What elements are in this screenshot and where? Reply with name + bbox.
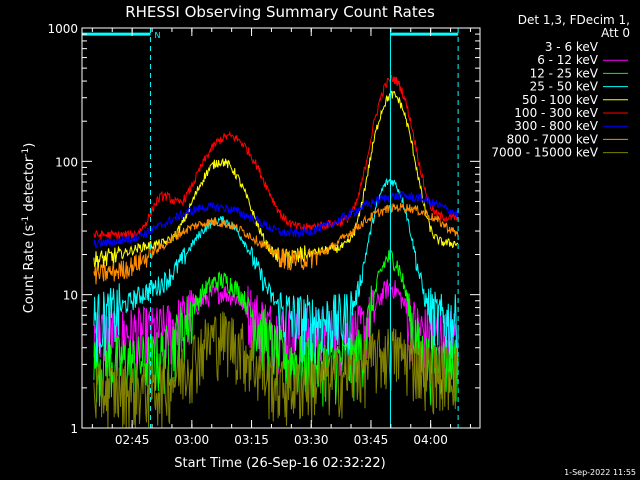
x-tick-label: 02:45 [115, 433, 150, 447]
night-bar-label: N [154, 31, 160, 40]
footer-timestamp: 1-Sep-2022 11:55 [564, 468, 636, 477]
y-tick-label: 100 [55, 155, 78, 169]
y-axis-label-superscript: -1 [21, 148, 31, 157]
series-line [93, 311, 459, 429]
series-line [93, 90, 459, 272]
x-tick-label: 03:30 [294, 433, 329, 447]
y-tick-label: 1 [70, 422, 78, 436]
x-tick-label: 04:00 [413, 433, 448, 447]
y-axis-label-superscript: -1 [21, 216, 31, 225]
series-line [93, 202, 459, 285]
data-series-group [93, 75, 459, 429]
x-tick-label: 03:45 [354, 433, 389, 447]
y-axis-label-part: detector [22, 156, 37, 216]
y-axis-label-part: ) [22, 143, 37, 148]
series-line [93, 248, 459, 407]
chart-title: RHESSI Observing Summary Count Rates [125, 3, 435, 21]
y-axis-label-part: Count Rate (s [22, 225, 37, 314]
series-line [93, 177, 459, 364]
legend-entry-label: 50 - 100 keV [522, 93, 599, 107]
legend-entry-label: 800 - 7000 keV [507, 132, 599, 146]
x-axis-label: Start Time (26-Sep-16 02:32:22) [174, 456, 385, 471]
y-axis-label: Count Rate (s-1 detector-1) [21, 143, 37, 314]
x-tick-label: 03:15 [234, 433, 269, 447]
series-line [93, 190, 459, 250]
legend-entry-label: 3 - 6 keV [545, 40, 599, 54]
y-tick-label: 10 [63, 289, 78, 303]
x-tick-label: 03:00 [175, 433, 210, 447]
legend-entry-label: 100 - 300 keV [514, 106, 598, 120]
series-line [93, 75, 459, 240]
x-axis: 02:45 03:00 03:15 03:30 03:45 04:00 [91, 28, 471, 447]
legend-entry-label: 12 - 25 keV [530, 66, 599, 80]
y-tick-label: 1000 [47, 22, 78, 36]
legend-header-line: Att 0 [601, 26, 630, 40]
legend-entry-label: 6 - 12 keV [537, 53, 599, 67]
y-axis: 1 10 100 1000 [47, 22, 480, 436]
annotations-group: N [82, 28, 459, 428]
legend-header-line: Det 1,3, FDecim 1, [518, 13, 630, 27]
legend-entry-label: 300 - 800 keV [514, 119, 598, 133]
legend-entry-label: 25 - 50 keV [530, 80, 599, 94]
plot-frame [81, 27, 481, 429]
legend-entry-label: 7000 - 15000 keV [491, 146, 598, 160]
